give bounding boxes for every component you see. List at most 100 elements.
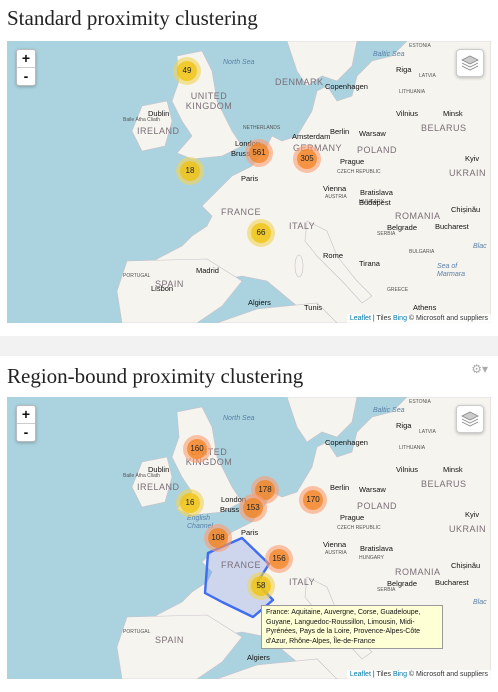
cluster-marker[interactable]: 153 (239, 494, 267, 522)
bing-link[interactable]: Bing (392, 671, 407, 678)
zoom-control: + - (16, 405, 36, 442)
belgrade-label: Belgrade (387, 223, 418, 232)
ukraine-label: UKRAIN (449, 168, 487, 178)
cluster-count: 561 (249, 143, 269, 163)
lithuania-label: LITHUANIA (399, 445, 426, 451)
settings-gear-icon[interactable]: ⚙▾ (471, 362, 488, 376)
panel-title: Region-bound proximity clustering (7, 364, 304, 388)
bucharest-label: Bucharest (435, 222, 469, 231)
cluster-marker[interactable]: 108 (204, 524, 232, 552)
cluster-marker[interactable]: 58 (247, 572, 275, 600)
austria-label: AUSTRIA (325, 194, 347, 200)
france-label: FRANCE (221, 560, 262, 570)
map-standard[interactable]: North Sea Baltic Sea ESTONIA LATVIA LITH… (7, 41, 491, 323)
region-tooltip: France: Aquitaine, Auvergne, Corse, Guad… (261, 605, 443, 650)
ireland-label: IRELAND (137, 126, 180, 136)
cluster-count: 18 (180, 161, 200, 181)
serbia-label: SERBIA (377, 231, 396, 237)
serbia-label: SERBIA (377, 587, 396, 593)
cluster-count: 156 (269, 549, 289, 569)
cluster-count: 160 (187, 439, 207, 459)
leaflet-link[interactable]: Leaflet (349, 671, 371, 678)
united-kingdom-label: UNITED KINGDOM (185, 91, 233, 111)
zoom-out-button[interactable]: - (17, 67, 35, 85)
map-region-bound[interactable]: North Sea Baltic Sea ESTONIA LATVIA LITH… (7, 397, 491, 679)
cluster-marker[interactable]: 18 (176, 157, 204, 185)
minsk-label: Minsk (443, 109, 463, 118)
prague-label: Prague (340, 157, 365, 166)
estonia-label: ESTONIA (409, 43, 431, 49)
black-sea-label: Blac (473, 243, 487, 250)
cluster-marker[interactable]: 156 (265, 545, 293, 573)
latvia-label: LATVIA (419, 73, 436, 79)
berlin-label: Berlin (330, 483, 350, 492)
cluster-count: 49 (177, 61, 197, 81)
rome-label: Rome (323, 251, 344, 260)
paris-label: Paris (241, 528, 259, 537)
baile-atha-cliath-label: Baile Átha Cliath (123, 117, 160, 123)
zoom-out-button[interactable]: - (17, 423, 35, 441)
north-sea-label: North Sea (223, 415, 255, 422)
lithuania-label: LITHUANIA (399, 89, 426, 95)
layers-button[interactable] (456, 49, 484, 77)
copenhagen-label: Copenhagen (325, 438, 368, 447)
cluster-marker[interactable]: 160 (183, 435, 211, 463)
bing-link[interactable]: Bing (392, 315, 407, 322)
lisbon-label: Lisbon (151, 284, 174, 293)
denmark-label: DENMARK (275, 77, 324, 87)
region-clustering-panel: Region-bound proximity clustering ⚙▾ Nor… (0, 356, 498, 692)
cluster-marker[interactable]: 16 (176, 489, 204, 517)
panel-title: Standard proximity clustering (7, 6, 258, 30)
baltic-sea-label: Baltic Sea (373, 51, 405, 58)
cluster-marker[interactable]: 49 (173, 57, 201, 85)
cluster-count: 108 (208, 528, 228, 548)
tirana-label: Tirana (359, 259, 380, 268)
romania-label: ROMANIA (395, 567, 441, 577)
dublin-label: Dublin (148, 465, 170, 474)
warsaw-label: Warsaw (359, 129, 386, 138)
cluster-marker[interactable]: 305 (293, 145, 321, 173)
layers-button[interactable] (456, 405, 484, 433)
romania-label: ROMANIA (395, 211, 441, 221)
leaflet-link[interactable]: Leaflet (349, 315, 371, 322)
tunis-label: Tunis (304, 303, 323, 312)
hungary-label: HUNGARY (359, 199, 384, 205)
italy-label: ITALY (289, 221, 316, 231)
paris-label: Paris (241, 174, 259, 183)
chisinau-label: Chișinău (451, 205, 481, 214)
minsk-label: Minsk (443, 465, 463, 474)
standard-clustering-panel: Standard proximity clustering North Sea … (0, 0, 498, 336)
map-base-land (7, 41, 491, 323)
warsaw-label: Warsaw (359, 485, 386, 494)
zoom-in-button[interactable]: + (21, 50, 31, 66)
baile-atha-cliath-label: Baile Átha Cliath (123, 473, 160, 479)
ukraine-label: UKRAIN (449, 524, 487, 534)
czech-label: CZECH REPUBLIC (337, 169, 381, 175)
cluster-marker[interactable]: 170 (299, 486, 327, 514)
riga-label: Riga (396, 421, 412, 430)
cluster-marker[interactable]: 561 (245, 139, 273, 167)
austria-label: AUSTRIA (325, 550, 347, 556)
zoom-control: + - (16, 49, 36, 86)
brussels-label: Bruss (231, 149, 251, 158)
map-attribution: Leaflet | Tiles Bing © Microsoft and sup… (346, 670, 491, 679)
cluster-count: 153 (243, 498, 263, 518)
poland-label: POLAND (357, 145, 398, 155)
bucharest-label: Bucharest (435, 578, 469, 587)
zoom-in-button[interactable]: + (21, 406, 31, 422)
cluster-count: 66 (251, 223, 271, 243)
belarus-label: BELARUS (421, 123, 467, 133)
portugal-label: PORTUGAL (123, 273, 151, 279)
ireland-label: IRELAND (137, 482, 180, 492)
dublin-label: Dublin (148, 109, 170, 118)
hungary-label: HUNGARY (359, 555, 384, 561)
chisinau-label: Chișinău (451, 561, 481, 570)
cluster-count: 16 (180, 493, 200, 513)
vienna-label: Vienna (323, 184, 347, 193)
estonia-label: ESTONIA (409, 399, 431, 405)
riga-label: Riga (396, 65, 412, 74)
spain-label: SPAIN (155, 635, 184, 645)
layers-icon (461, 411, 479, 427)
cluster-marker[interactable]: 66 (247, 219, 275, 247)
athens-label: Athens (413, 303, 437, 312)
